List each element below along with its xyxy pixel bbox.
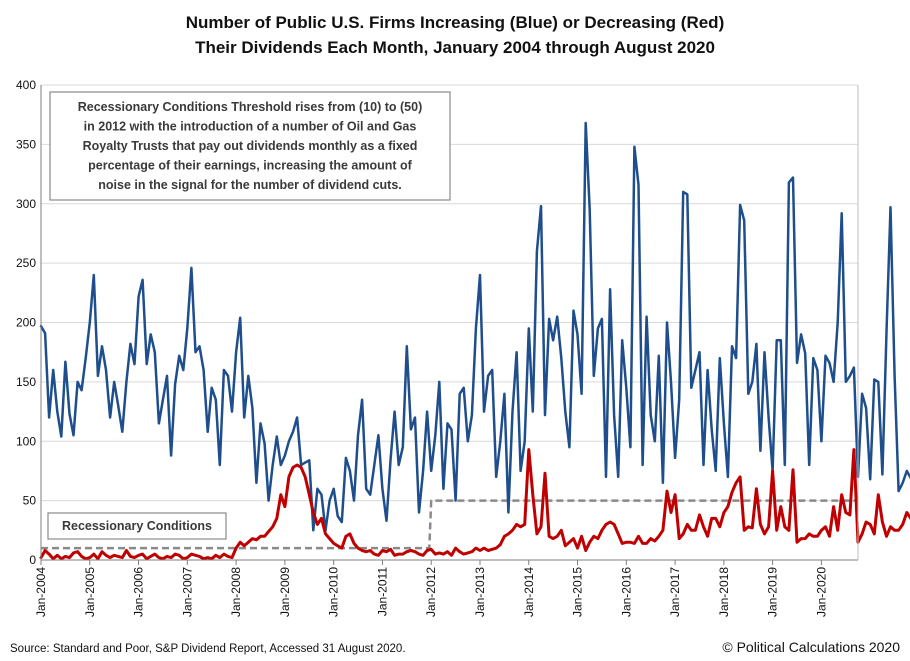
x-tick-label: Jan-2017 xyxy=(668,567,682,617)
x-tick-label: Jan-2014 xyxy=(522,567,536,617)
x-tick-label: Jan-2016 xyxy=(619,567,633,617)
x-tick-label: Jan-2020 xyxy=(814,567,828,617)
recession-label-box: Recessionary Conditions xyxy=(47,512,227,540)
note-box-text: Recessionary Conditions Threshold rises … xyxy=(78,100,423,192)
x-tick-label: Jan-2013 xyxy=(473,567,487,617)
series-line-decreasing xyxy=(39,448,910,561)
x-tick-label: Jan-2008 xyxy=(229,567,243,617)
recession-label-frame xyxy=(47,512,227,540)
y-tick-label: 150 xyxy=(16,375,36,389)
y-tick-label: 50 xyxy=(23,494,37,508)
chart-title: Number of Public U.S. Firms Increasing (… xyxy=(186,13,724,57)
recession-label: Recessionary Conditions xyxy=(62,519,212,533)
x-tick-label: Jan-2015 xyxy=(571,567,585,617)
x-tick-label: Jan-2011 xyxy=(375,567,389,616)
series-line-threshold xyxy=(41,499,858,550)
threshold-layer xyxy=(41,499,858,550)
x-tick-label: Jan-2018 xyxy=(717,567,731,617)
note-line: Royalty Trusts that pay out dividends mo… xyxy=(83,139,418,153)
copyright-note: © Political Calculations 2020 xyxy=(722,639,900,655)
title-segment: Their Dividends Each Month, January 2004… xyxy=(195,38,715,57)
title-segment: ) or Decreasing ( xyxy=(552,13,686,32)
y-tick-label: 250 xyxy=(16,256,36,270)
note-line: percentage of their earnings, increasing… xyxy=(88,159,413,173)
x-tick-label: Jan-2019 xyxy=(766,567,780,617)
series-line-increasing xyxy=(39,121,910,532)
x-tick-label: Jan-2004 xyxy=(34,567,48,617)
y-tick-label: 350 xyxy=(16,137,36,151)
threshold-note-box: Recessionary Conditions Threshold rises … xyxy=(49,91,451,201)
series-layer xyxy=(39,121,910,561)
title-segment: ) xyxy=(719,13,725,32)
title-segment: Red xyxy=(686,13,718,32)
note-line: Recessionary Conditions Threshold rises … xyxy=(78,100,423,114)
y-tick-label: 300 xyxy=(16,197,36,211)
x-tick-label: Jan-2012 xyxy=(424,567,438,617)
title-segment: Number of Public U.S. Firms Increasing ( xyxy=(186,13,516,32)
spacer xyxy=(0,0,1,1)
x-tick-label: Jan-2010 xyxy=(327,567,341,617)
y-tick-label: 0 xyxy=(29,553,36,567)
y-tick-label: 400 xyxy=(16,78,36,92)
note-line: in 2012 with the introduction of a numbe… xyxy=(84,120,417,134)
source-note: Source: Standard and Poor, S&P Dividend … xyxy=(10,643,406,655)
x-tick-label: Jan-2005 xyxy=(83,567,97,617)
x-axis-ticks: Jan-2004 Jan-2005 Jan-2006 Jan-2007 Jan-2008… xyxy=(34,560,828,617)
y-tick-label: 200 xyxy=(16,316,36,330)
axes xyxy=(40,85,859,561)
x-tick-label: Jan-2006 xyxy=(132,567,146,617)
title-segment: Blue xyxy=(515,13,552,32)
note-box-frame xyxy=(49,91,451,201)
note-line: noise in the signal for the number of di… xyxy=(98,178,402,192)
plot-area xyxy=(39,84,910,561)
x-tick-label: Jan-2009 xyxy=(278,567,292,617)
x-tick-label: Jan-2007 xyxy=(180,567,194,617)
y-tick-label: 100 xyxy=(16,434,36,448)
y-axis-ticks: 0 50 100 150 200 250 300 350 400 xyxy=(16,78,36,567)
